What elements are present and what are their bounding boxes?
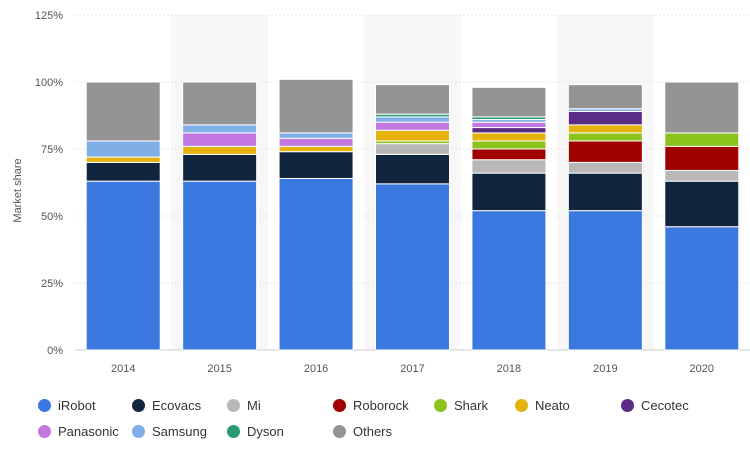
legend-item-samsung[interactable]: Samsung <box>132 424 207 439</box>
bar-segment-irobot-2019 <box>567 210 643 351</box>
bar-segment-others-2019 <box>567 84 643 110</box>
legend-item-irobot[interactable]: iRobot <box>38 398 96 413</box>
bar-segment-irobot-2017 <box>375 183 450 351</box>
bar-segment-others-2016 <box>278 78 354 134</box>
bar-segment-samsung-2016 <box>278 132 354 139</box>
x-tick-label: 2018 <box>497 363 521 375</box>
legend-label: Cecotec <box>641 398 689 413</box>
bar-segment-irobot-2016 <box>278 177 354 351</box>
legend-swatch-icon <box>132 425 145 438</box>
bar-segment-neato-2017 <box>375 129 450 142</box>
bar-segment-cecotec-2018 <box>471 127 547 134</box>
legend-label: Dyson <box>247 424 284 439</box>
bar-segment-others-2020 <box>664 81 740 134</box>
legend-item-panasonic[interactable]: Panasonic <box>38 424 119 439</box>
legend-item-mi[interactable]: Mi <box>227 398 261 413</box>
legend-label: Samsung <box>152 424 207 439</box>
y-tick-label: 50% <box>41 211 63 223</box>
bar-segment-samsung-2015 <box>182 124 258 134</box>
bar-segment-panasonic-2016 <box>278 137 354 147</box>
bar-segment-ecovacs-2014 <box>85 161 161 182</box>
bar-segment-shark-2020 <box>664 132 740 147</box>
bar-segment-irobot-2020 <box>664 226 740 351</box>
legend-swatch-icon <box>132 399 145 412</box>
legend-item-roborock[interactable]: Roborock <box>333 398 409 413</box>
y-tick-label: 75% <box>41 144 63 156</box>
bar-segment-neato-2019 <box>567 124 643 134</box>
legend-label: Others <box>353 424 393 439</box>
bar-segment-panasonic-2015 <box>182 132 258 147</box>
y-tick-label: 125% <box>35 10 63 22</box>
bar-segment-irobot-2018 <box>471 210 547 351</box>
x-tick-label: 2020 <box>690 363 714 375</box>
legend-swatch-icon <box>227 425 240 438</box>
bar-segment-mi-2020 <box>664 169 740 182</box>
legend-label: Mi <box>247 398 261 413</box>
bar-segment-others-2018 <box>471 86 547 118</box>
bar-segment-irobot-2015 <box>182 180 258 351</box>
y-axis-title: Market share <box>12 158 24 222</box>
y-tick-label: 100% <box>35 77 63 89</box>
x-tick-label: 2019 <box>593 363 617 375</box>
stacked-bar-chart: 0% 25% 50% 75% 100% 125% Market share 2014 2015 2… <box>12 10 750 375</box>
legend-item-cecotec[interactable]: Cecotec <box>621 398 689 413</box>
legend-label: Neato <box>535 398 570 413</box>
legend-swatch-icon <box>227 399 240 412</box>
bar-segment-others-2015 <box>182 81 258 126</box>
bar-segment-neato-2014 <box>85 156 161 163</box>
legend-swatch-icon <box>333 425 346 438</box>
bar-segment-roborock-2020 <box>664 145 740 171</box>
legend-swatch-icon <box>38 399 51 412</box>
legend-label: Shark <box>454 398 488 413</box>
x-tick-label: 2017 <box>400 363 424 375</box>
legend-swatch-icon <box>434 399 447 412</box>
bar-segment-roborock-2019 <box>567 140 643 163</box>
bar-segment-ecovacs-2020 <box>664 180 740 228</box>
x-tick-label: 2016 <box>304 363 328 375</box>
x-tick-label: 2014 <box>111 363 135 375</box>
bar-segment-panasonic-2018 <box>471 121 547 129</box>
bar-segment-ecovacs-2015 <box>182 153 258 182</box>
bar-segment-mi-2018 <box>471 159 547 174</box>
bar-segment-shark-2019 <box>567 132 643 142</box>
y-tick-label: 0% <box>47 345 63 357</box>
bar-segment-mi-2017 <box>375 143 450 155</box>
legend-label: iRobot <box>58 398 96 413</box>
bar-segment-neato-2015 <box>182 145 258 155</box>
bar-segment-others-2014 <box>85 81 161 142</box>
legend-item-neato[interactable]: Neato <box>515 398 570 413</box>
y-tick-label: 25% <box>41 278 63 290</box>
bar-segment-ecovacs-2018 <box>471 172 547 212</box>
bar-segment-irobot-2014 <box>85 180 161 351</box>
bar-segment-samsung-2014 <box>85 140 161 158</box>
legend-swatch-icon <box>621 399 634 412</box>
legend-label: Roborock <box>353 398 409 413</box>
legend-swatch-icon <box>515 399 528 412</box>
bar-segment-neato-2016 <box>278 145 354 153</box>
bar-segment-shark-2018 <box>471 140 547 150</box>
bar-segment-others-2017 <box>375 84 450 115</box>
bar-segment-ecovacs-2017 <box>375 153 450 185</box>
bar-segment-roborock-2018 <box>471 148 547 161</box>
bar-segment-panasonic-2017 <box>375 121 450 131</box>
bar-segment-samsung-2017 <box>375 116 450 123</box>
legend-item-ecovacs[interactable]: Ecovacs <box>132 398 201 413</box>
x-tick-label: 2015 <box>207 363 231 375</box>
legend-label: Panasonic <box>58 424 119 439</box>
bar-segment-mi-2019 <box>567 161 643 174</box>
legend-item-dyson[interactable]: Dyson <box>227 424 284 439</box>
bar-segment-neato-2018 <box>471 132 547 142</box>
legend-item-shark[interactable]: Shark <box>434 398 488 413</box>
bar-segment-ecovacs-2019 <box>567 172 643 212</box>
legend-swatch-icon <box>333 399 346 412</box>
legend-item-others[interactable]: Others <box>333 424 392 439</box>
legend-label: Ecovacs <box>152 398 202 413</box>
bar-segment-cecotec-2019 <box>567 110 643 126</box>
legend-swatch-icon <box>38 425 51 438</box>
bar-segment-ecovacs-2016 <box>278 151 354 179</box>
